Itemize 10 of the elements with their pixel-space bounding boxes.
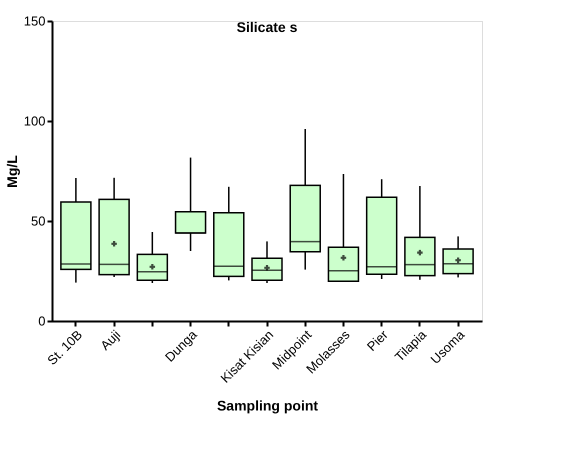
y-axis-title: Mg/L (4, 154, 20, 188)
y-tick-label: 0 (38, 314, 46, 328)
x-tick-label: Pier (364, 326, 392, 354)
x-tick-label: St. 10B (44, 327, 86, 368)
y-tick-label: 100 (24, 114, 46, 128)
y-tick-label: 150 (24, 14, 46, 28)
y-tick-label: 50 (31, 214, 46, 228)
x-axis-title: Sampling point (216, 398, 318, 414)
chart-title: Silicate s (236, 19, 298, 35)
x-tick-label: Auji (97, 327, 124, 354)
